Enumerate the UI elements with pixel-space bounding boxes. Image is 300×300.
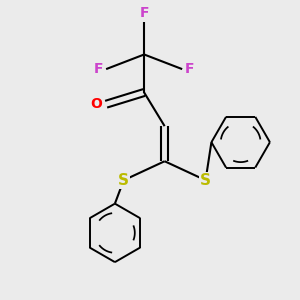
- Text: O: O: [90, 97, 102, 111]
- Text: F: F: [185, 62, 195, 76]
- Text: S: S: [118, 173, 129, 188]
- Text: F: F: [94, 62, 103, 76]
- Text: S: S: [200, 173, 211, 188]
- Text: F: F: [140, 6, 149, 20]
